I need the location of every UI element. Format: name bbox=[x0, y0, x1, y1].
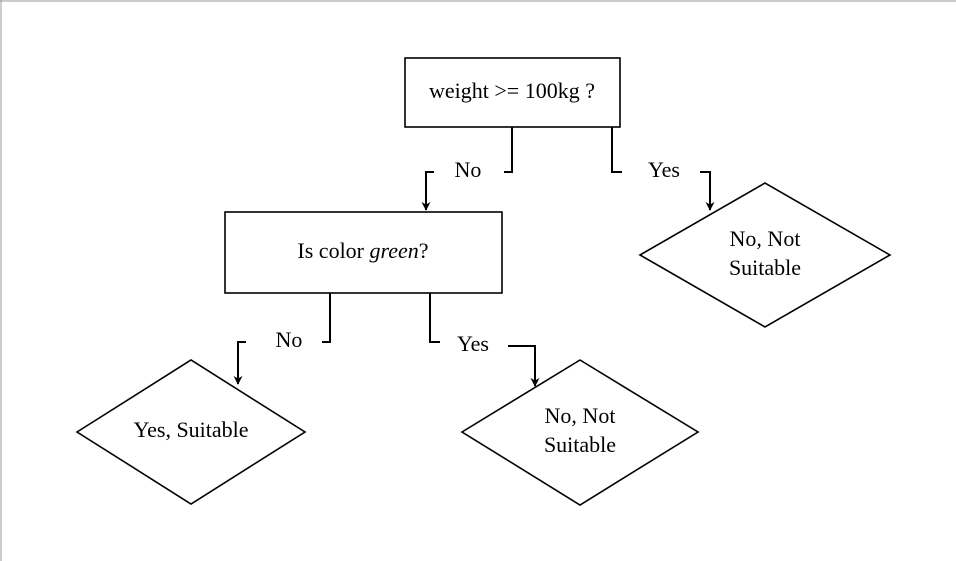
node-label: weight >= 100kg ? bbox=[429, 78, 595, 103]
edge-label: Yes bbox=[457, 331, 489, 356]
arrow bbox=[421, 171, 434, 211]
edge-label: No bbox=[455, 157, 482, 182]
decision-box bbox=[224, 211, 503, 294]
node-label: No, Not bbox=[545, 403, 616, 428]
arrow bbox=[700, 171, 715, 211]
node-label: Yes, Suitable bbox=[133, 417, 248, 442]
node-label: Suitable bbox=[544, 432, 616, 457]
text-part: Is color bbox=[297, 238, 369, 263]
connector bbox=[429, 293, 440, 343]
outcome-diamond bbox=[75, 359, 307, 505]
connector bbox=[322, 293, 331, 343]
arrow bbox=[508, 345, 540, 387]
connector bbox=[504, 127, 513, 173]
node-label: No, Not bbox=[730, 226, 801, 251]
node-label: Suitable bbox=[729, 255, 801, 280]
edge-label: No bbox=[276, 327, 303, 352]
outcome-diamond bbox=[638, 182, 892, 328]
text-part: ? bbox=[419, 238, 429, 263]
node-label: Is color green? bbox=[297, 238, 428, 263]
arrow bbox=[233, 341, 246, 385]
outcome-diamond bbox=[460, 359, 700, 506]
edge-label: Yes bbox=[648, 157, 680, 182]
connector bbox=[611, 127, 622, 173]
text-part: green bbox=[370, 238, 419, 263]
decision-box bbox=[404, 57, 621, 128]
